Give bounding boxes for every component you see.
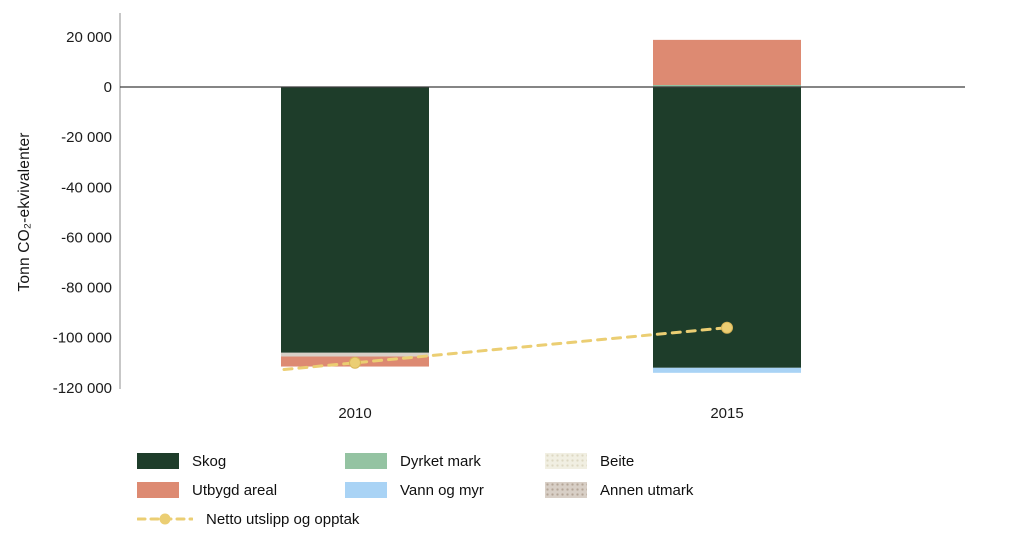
legend-item-beite: Beite — [545, 452, 634, 470]
bar-segment — [653, 84, 801, 87]
y-tick-label: -60 000 — [61, 229, 112, 246]
y-tick-label: -120 000 — [53, 380, 112, 397]
netto-line — [282, 326, 729, 371]
legend-item-annen-utmark: Annen utmark — [545, 481, 693, 499]
bar-segment — [653, 367, 801, 373]
legend-swatch-utbygd-areal — [137, 482, 179, 498]
legend-label-beite: Beite — [600, 452, 635, 470]
legend-label-annen-utmark: Annen utmark — [600, 481, 694, 499]
y-tick-label: -100 000 — [53, 330, 112, 347]
bar-segment — [653, 87, 801, 368]
legend-swatch-annen-utmark — [545, 482, 587, 498]
y-tick-label: 20 000 — [66, 29, 112, 46]
netto-dashed-line-icon — [137, 513, 193, 525]
legend-item-netto: Netto utslipp og opptak — [137, 510, 359, 528]
legend-swatch-vann-og-myr — [345, 482, 387, 498]
y-tick-label: -20 000 — [61, 129, 112, 146]
y-tick-label: -80 000 — [61, 280, 112, 297]
legend-label-netto: Netto utslipp og opptak — [206, 510, 360, 528]
netto-marker — [349, 356, 361, 369]
legend-swatch-dyrket-mark — [345, 453, 387, 469]
y-tick-label: 0 — [104, 79, 112, 96]
x-tick-label: 2010 — [338, 405, 371, 422]
bar-segment — [653, 39, 801, 85]
legend-swatch-skog — [137, 453, 179, 469]
plot-area: 20 000 0 -20 000 -40 000 -60 000 -80 000 -100 … — [53, 13, 965, 422]
x-tick-label: 2015 — [710, 405, 743, 422]
legend-label-vann-og-myr: Vann og myr — [400, 481, 484, 499]
legend-item-skog: Skog — [137, 452, 226, 470]
legend: Skog Dyrket mark Beite Utbygd areal Vann… — [137, 452, 897, 542]
legend-item-dyrket-mark: Dyrket mark — [345, 452, 481, 470]
netto-marker — [721, 321, 733, 334]
legend-label-skog: Skog — [192, 452, 227, 470]
y-tick-label: -40 000 — [61, 179, 112, 196]
bar-segment — [281, 352, 429, 357]
legend-item-vann-og-myr: Vann og myr — [345, 481, 484, 499]
bar-segment — [281, 87, 429, 353]
legend-label-dyrket-mark: Dyrket mark — [400, 452, 481, 470]
legend-swatch-beite — [545, 453, 587, 469]
legend-item-utbygd-areal: Utbygd areal — [137, 481, 277, 499]
legend-label-utbygd-areal: Utbygd areal — [192, 481, 278, 499]
